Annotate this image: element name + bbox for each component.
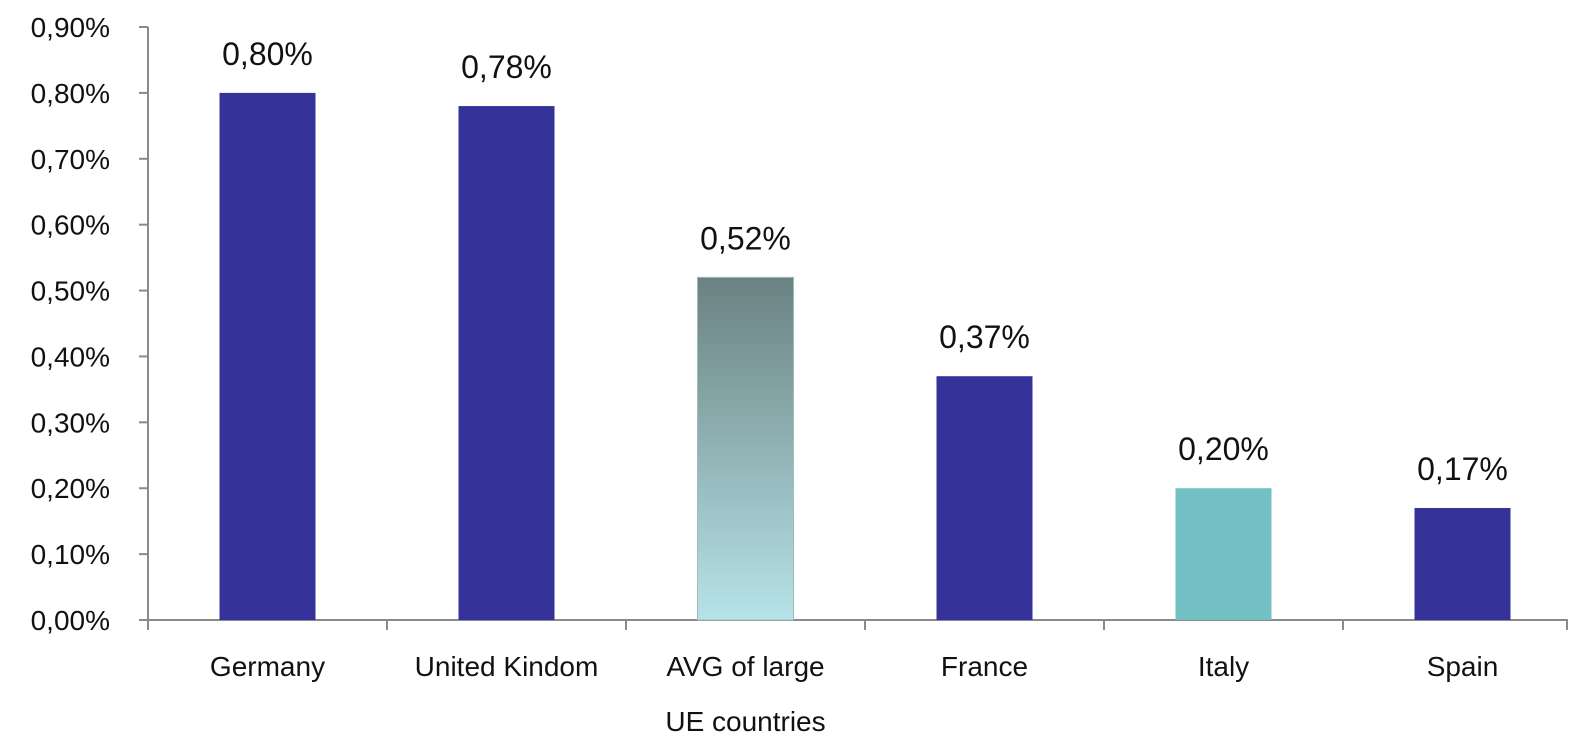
- bar: [219, 92, 316, 620]
- y-tick-label: 0,60%: [31, 210, 110, 241]
- bar: [697, 276, 794, 621]
- bar-value-label: 0,20%: [1178, 431, 1269, 467]
- data-labels: 0,80% 0,78% 0,52% 0,37% 0,20% 0,17%: [222, 36, 1508, 487]
- bar: [1175, 488, 1272, 620]
- y-tick-label: 0,20%: [31, 473, 110, 504]
- x-category-label: Italy: [1198, 651, 1249, 682]
- y-tick-label: 0,70%: [31, 144, 110, 175]
- y-tick-label: 0,30%: [31, 407, 110, 438]
- y-axis: 0,00% 0,10% 0,20% 0,30% 0,40% 0,50% 0,60% 0,70%…: [31, 12, 149, 636]
- y-tick-label: 0,10%: [31, 539, 110, 570]
- bar-value-label: 0,52%: [700, 220, 791, 256]
- x-axis: Germany United Kindom AVG of large UE count…: [147, 619, 1568, 736]
- y-tick-label: 0,50%: [31, 276, 110, 307]
- y-tick-label: 0,40%: [31, 341, 110, 372]
- x-category-label: Spain: [1427, 651, 1499, 682]
- y-tick-label: 0,80%: [31, 78, 110, 109]
- x-category-label: Germany: [210, 651, 325, 682]
- x-category-label: United Kindom: [415, 651, 599, 682]
- x-category-label: France: [941, 651, 1028, 682]
- bar-value-label: 0,17%: [1417, 451, 1508, 487]
- y-tick-label: 0,00%: [31, 605, 110, 636]
- bar: [936, 376, 1033, 620]
- bar: [1414, 507, 1511, 620]
- bar-value-label: 0,80%: [222, 36, 313, 72]
- x-category-label: UE countries: [665, 706, 825, 736]
- bar-value-label: 0,37%: [939, 319, 1030, 355]
- y-tick-label: 0,90%: [31, 12, 110, 43]
- bar: [458, 106, 555, 621]
- x-category-label: AVG of large: [666, 651, 824, 682]
- bar-value-label: 0,78%: [461, 49, 552, 85]
- bars: [219, 92, 1511, 621]
